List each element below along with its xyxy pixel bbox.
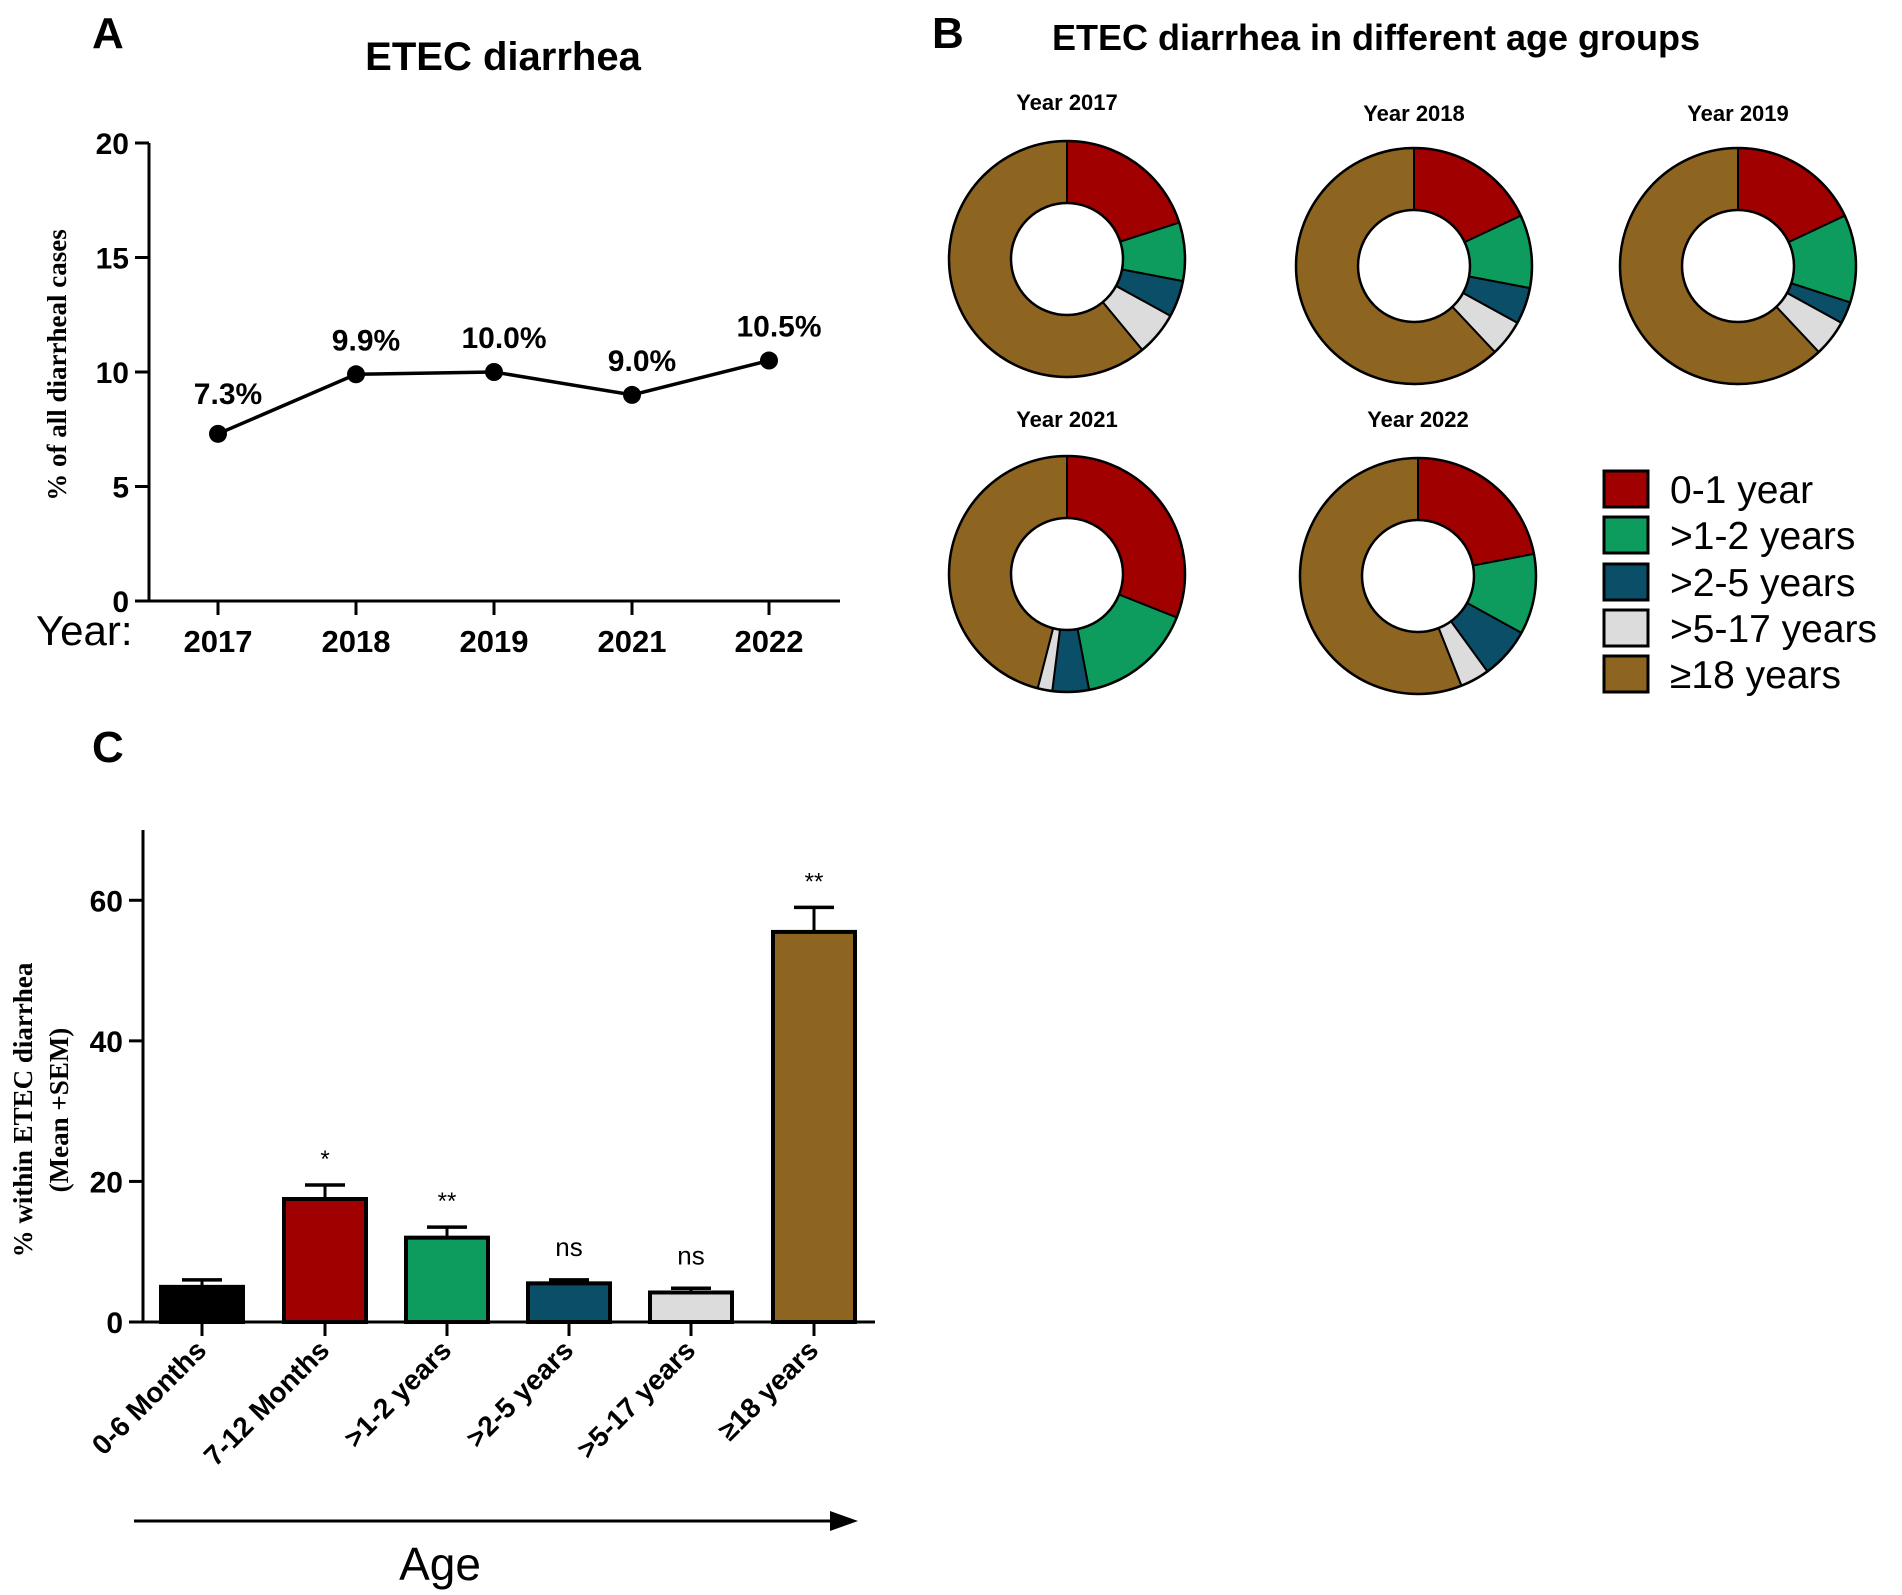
donut-outer-ring	[947, 454, 1187, 694]
significance-label: **	[438, 1188, 457, 1215]
panel-c-y-tick-label: 0	[106, 1307, 123, 1340]
panel-a-x-tick-label: 2022	[735, 624, 804, 659]
panel-c-x-tick-label: >1-2 years	[338, 1334, 457, 1453]
legend-swatch	[1602, 654, 1650, 694]
panel-b-donut-group: Year 2017 Year 2018 Year 2019 Year 2021 Year…	[947, 90, 1858, 696]
panel-c-y-axis-label-line1: % within ETEC diarrhea	[8, 962, 38, 1257]
donut-year-2019: Year 2019	[1618, 101, 1858, 386]
panel-a-point-2019	[485, 363, 503, 381]
donut-year-2021: Year 2021	[947, 407, 1187, 694]
significance-label: **	[805, 868, 824, 895]
bar-4	[648, 1290, 734, 1324]
donut-outer-ring	[1618, 146, 1858, 386]
donut-title: Year 2017	[1016, 90, 1118, 115]
legend-item: >2-5 years	[1602, 562, 1855, 605]
panel-a-x-axis-label: Year:	[36, 607, 133, 654]
panel-c-marks: ***ns ns**	[159, 868, 857, 1325]
bar-0	[159, 1284, 245, 1325]
panel-c-x-tick-label: 7-12 Months	[198, 1334, 335, 1471]
bar-1	[282, 1197, 368, 1324]
panel-a-line-chart: A ETEC diarrhea % of all diarrheal cases…	[36, 9, 840, 659]
panel-a-y-axis-label: % of all diarrheal cases	[42, 229, 72, 500]
significance-label: ns	[555, 1232, 582, 1262]
donut-hole	[1356, 208, 1472, 324]
panel-a-y-tick-label: 0	[112, 586, 129, 619]
panel-b-donut-charts: B ETEC diarrhea in different age groups …	[932, 9, 1877, 697]
legend-label: ≥18 years	[1670, 654, 1841, 697]
panel-c-bar-chart: C % within ETEC diarrhea (Mean +SEM) 0 20…	[8, 723, 875, 1590]
bar-2	[404, 1235, 490, 1324]
age-arrow-head	[830, 1511, 858, 1531]
legend-item: >1-2 years	[1602, 515, 1855, 558]
donut-title: Year 2021	[1016, 407, 1118, 432]
panel-c-y-tick-label: 60	[90, 885, 123, 918]
panel-a-y-tick-label: 20	[96, 128, 129, 161]
panel-a-axes: 0 5 10 15 20 2017 2018 2019 2021 2022	[96, 128, 840, 659]
panel-c-x-tick-label: 0-6 Months	[86, 1334, 212, 1460]
panel-a-y-tick-label: 10	[96, 357, 129, 390]
legend-swatch	[1602, 562, 1650, 602]
panel-a-data-label: 9.0%	[608, 345, 676, 378]
donut-outer-ring	[1298, 456, 1538, 696]
panel-c-y-axis-label-line2: (Mean +SEM)	[44, 1028, 74, 1193]
donut-title: Year 2018	[1363, 101, 1465, 126]
panel-c-letter: C	[92, 723, 124, 772]
panel-a-data-label: 10.0%	[461, 322, 546, 355]
bar-3	[526, 1281, 612, 1325]
panel-c-x-tick-label: >2-5 years	[460, 1334, 579, 1453]
donut-hole	[1009, 201, 1125, 317]
panel-a-point-2017	[209, 424, 227, 443]
donut-year-2018: Year 2018	[1294, 101, 1534, 386]
panel-c-y-tick-label: 40	[90, 1026, 123, 1059]
legend-swatch	[1602, 469, 1650, 509]
panel-c-x-tick-label: >5-17 years	[571, 1334, 701, 1464]
panel-a-x-tick-label: 2021	[598, 624, 667, 659]
significance-label: *	[320, 1146, 329, 1173]
legend-item: ≥18 years	[1602, 654, 1841, 697]
panel-a-y-tick-label: 15	[96, 243, 129, 276]
panel-a-title: ETEC diarrhea	[365, 35, 641, 79]
panel-c-x-axis-label: Age	[399, 1538, 481, 1590]
panel-a-letter: A	[92, 9, 124, 58]
panel-a-point-2022	[760, 351, 778, 370]
legend-label: >2-5 years	[1670, 562, 1855, 605]
legend-item: 0-1 year	[1602, 469, 1813, 512]
significance-label: ns	[677, 1240, 704, 1270]
panel-a-marks: 7.3% 9.9% 10.0% 9.0% 10.5%	[194, 311, 822, 443]
panel-c-y-tick-label: 20	[90, 1166, 123, 1199]
panel-b-legend: 0-1 year>1-2 years>2-5 years>5-17 years≥…	[1602, 469, 1877, 697]
legend-label: >5-17 years	[1670, 608, 1877, 651]
panel-a-x-tick-label: 2017	[184, 624, 253, 659]
legend-swatch	[1602, 515, 1650, 555]
panel-a-y-tick-label: 5	[112, 472, 129, 505]
donut-year-2022: Year 2022	[1298, 407, 1538, 696]
panel-c-x-tick-label: ≥18 years	[712, 1334, 824, 1446]
donut-hole	[1009, 516, 1125, 632]
panel-a-x-tick-label: 2018	[322, 624, 391, 659]
donut-outer-ring	[1294, 146, 1534, 386]
panel-b-letter: B	[932, 9, 964, 58]
panel-a-data-label: 9.9%	[332, 324, 400, 357]
donut-title: Year 2019	[1687, 101, 1789, 126]
donut-year-2017: Year 2017	[947, 90, 1187, 379]
legend-item: >5-17 years	[1602, 608, 1877, 651]
panel-a-point-2021	[623, 385, 641, 404]
legend-label: 0-1 year	[1670, 469, 1813, 512]
bar-5	[771, 929, 857, 1325]
panel-b-title: ETEC diarrhea in different age groups	[1052, 17, 1700, 58]
donut-hole	[1360, 518, 1476, 634]
legend-label: >1-2 years	[1670, 515, 1855, 558]
panel-a-point-2018	[347, 365, 365, 384]
donut-outer-ring	[947, 139, 1187, 379]
donut-hole	[1680, 208, 1796, 324]
panel-a-data-label: 7.3%	[194, 378, 262, 411]
donut-title: Year 2022	[1367, 407, 1469, 432]
panel-a-x-tick-label: 2019	[460, 624, 529, 659]
panel-a-data-label: 10.5%	[736, 311, 821, 344]
legend-swatch	[1602, 608, 1650, 648]
